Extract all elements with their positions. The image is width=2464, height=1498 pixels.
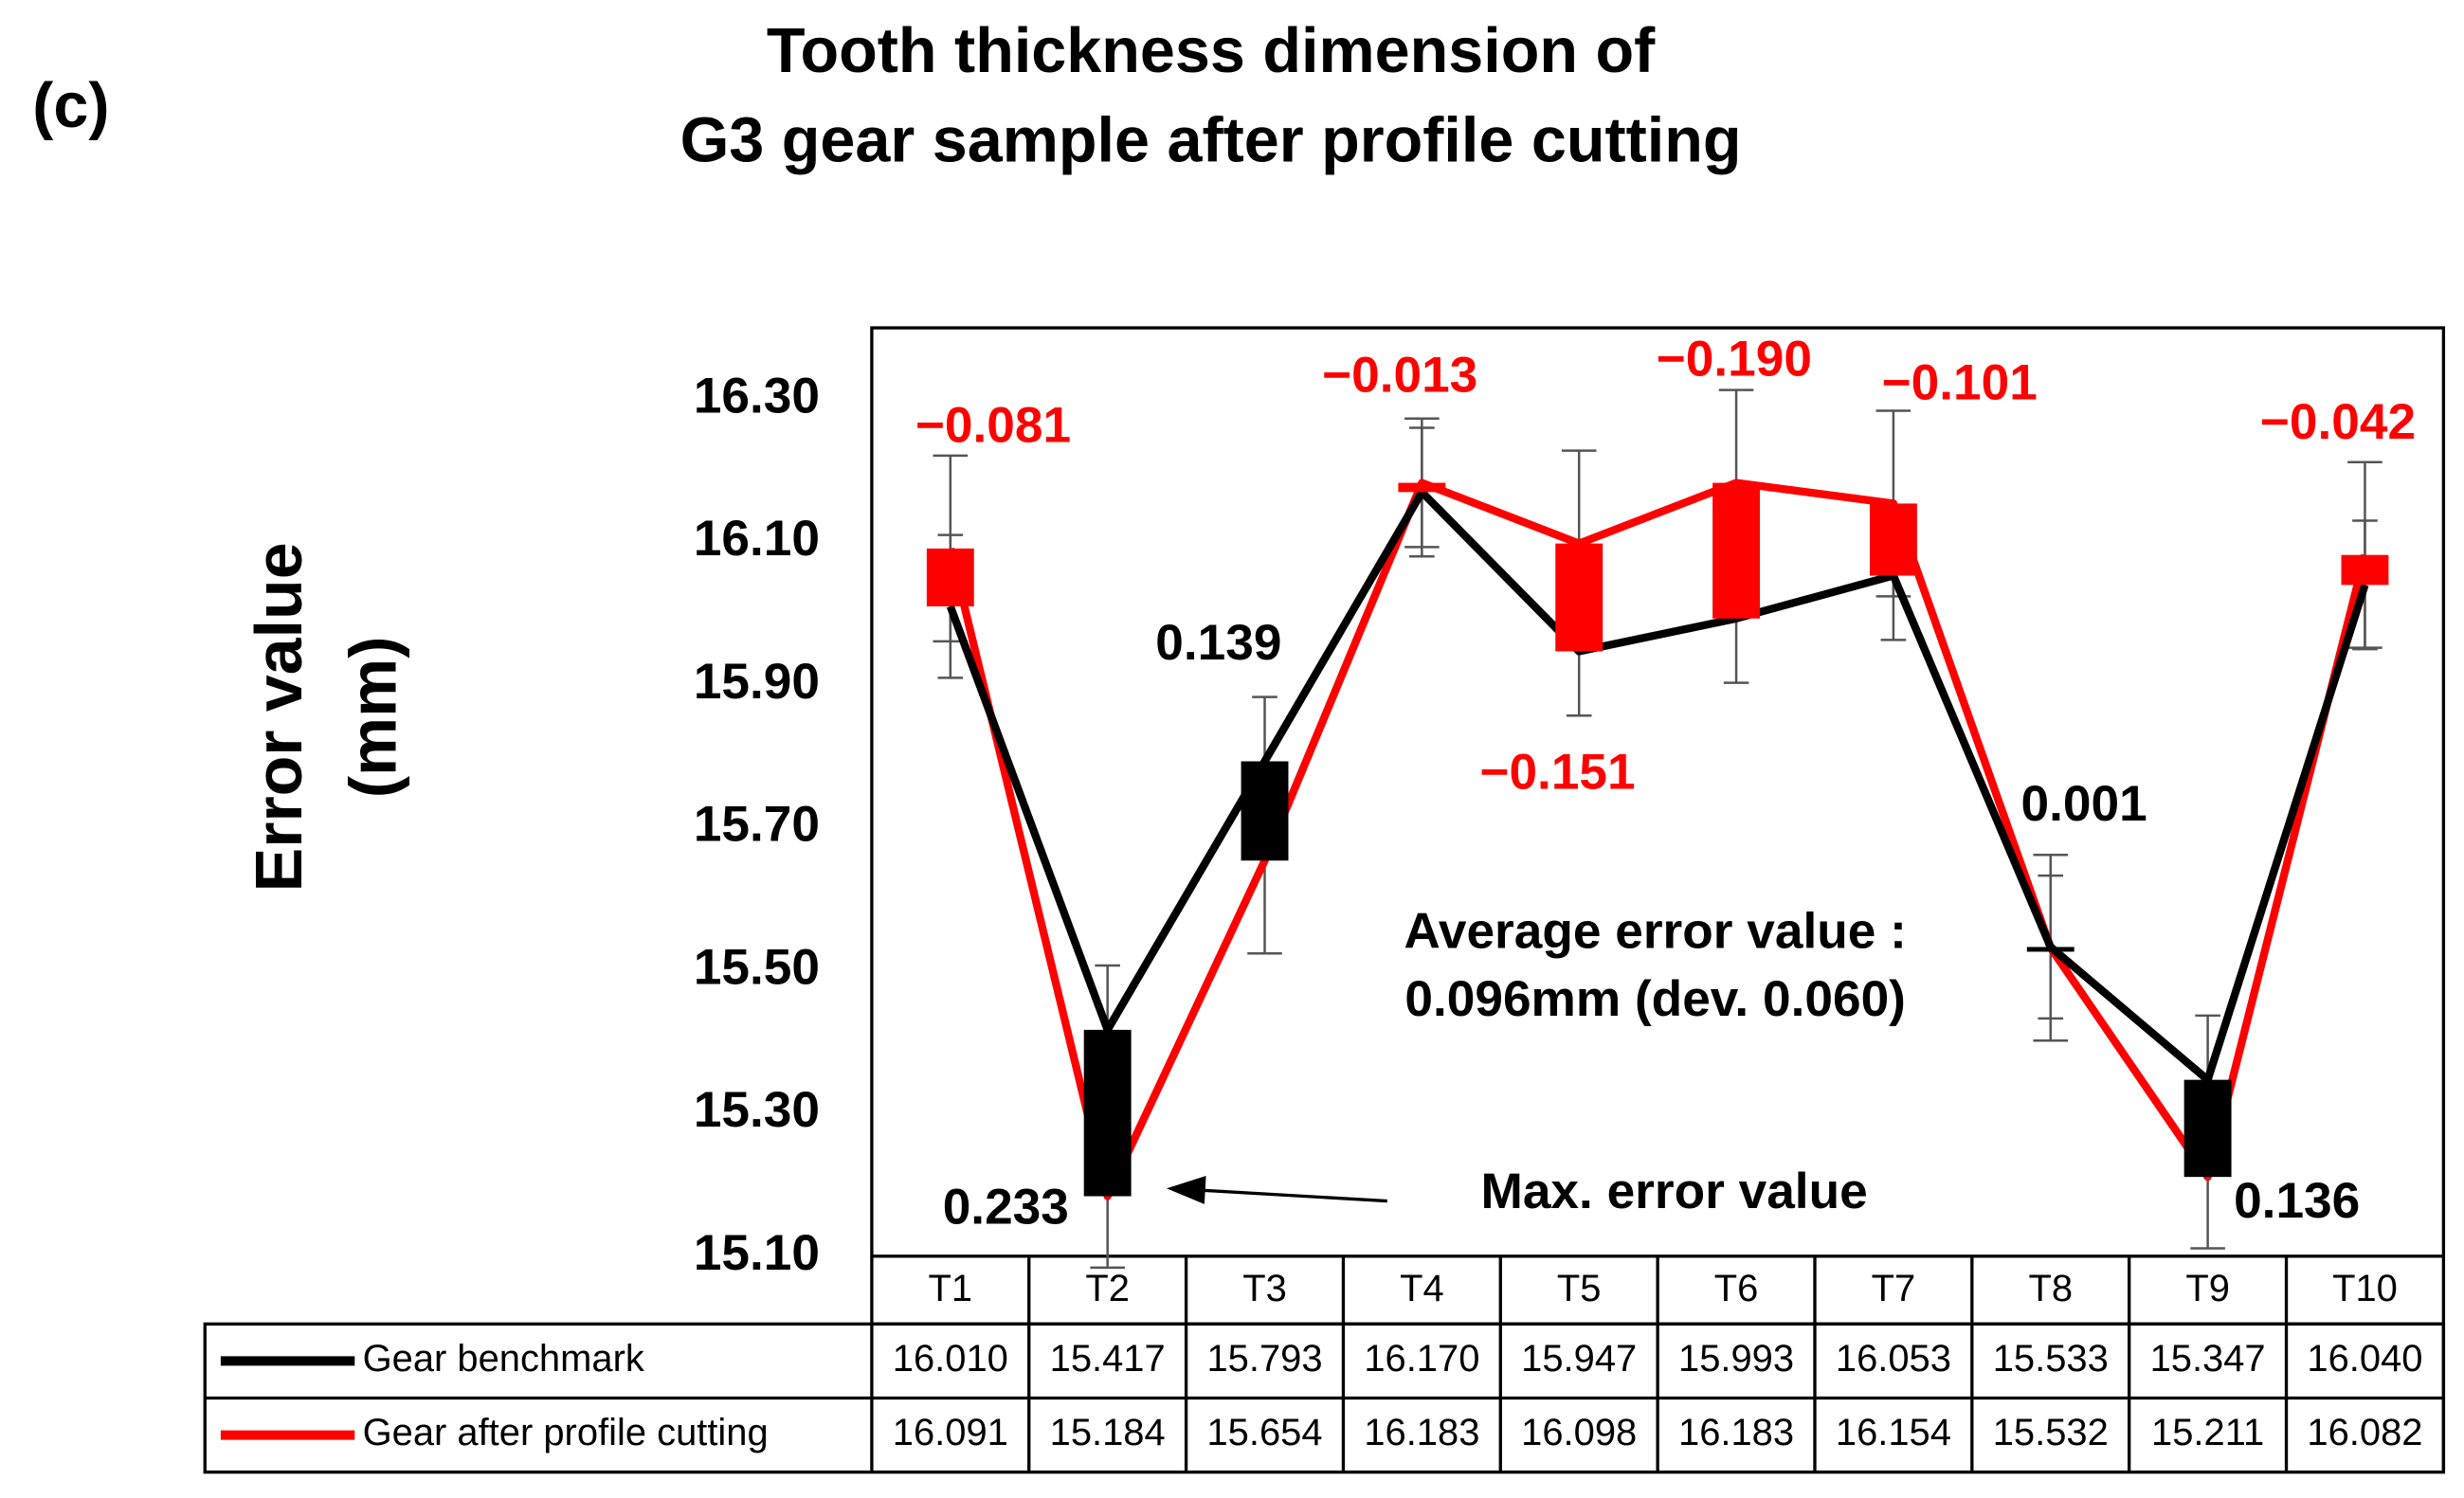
y-tick-label: 16.10 [694,511,820,567]
difference-label: 0.139 [1155,615,1281,671]
table-cell: 15.532 [1993,1412,2109,1453]
y-axis-label: (mm) [336,637,410,799]
x-tick-label: T3 [1242,1268,1287,1309]
difference-box [1398,482,1446,493]
y-tick-label: 15.50 [694,939,820,995]
legend-label: Gear benchmark [363,1338,645,1380]
table-cell: 16.053 [1836,1338,1951,1380]
x-tick-label: T1 [929,1268,973,1309]
table-cell: 16.082 [2307,1412,2422,1453]
x-tick-label: T6 [1714,1268,1759,1309]
difference-label: 0.001 [2021,776,2147,832]
annotation: Average error value : [1404,904,1906,960]
table-cell: 15.184 [1050,1412,1166,1453]
difference-box [1869,503,1917,576]
difference-box [2341,554,2389,586]
table-cell: 15.533 [1993,1338,2109,1380]
difference-box [926,548,974,606]
chart-title: Tooth thickness dimension of [767,16,1656,86]
y-tick-label: 16.30 [694,368,820,424]
y-tick-label: 15.70 [694,797,820,853]
x-tick-label: T7 [1872,1268,1916,1309]
x-tick-label: T8 [2028,1268,2073,1309]
difference-box [2026,947,2074,952]
y-axis-label: Error value [242,542,316,892]
difference-label: 0.233 [943,1180,1069,1236]
table-cell: 16.010 [893,1338,1008,1380]
difference-box [1712,482,1761,619]
table-cell: 15.211 [2151,1412,2264,1453]
difference-label: −0.013 [1322,347,1477,403]
difference-box [2183,1079,2232,1178]
x-tick-label: T5 [1557,1268,1602,1309]
table-cell: 15.417 [1050,1338,1166,1380]
x-tick-label: T4 [1400,1268,1444,1309]
x-tick-label: T9 [2185,1268,2230,1309]
series-line [946,488,2369,1084]
arrow-head [1166,1175,1206,1204]
table-cell: 16.183 [1678,1412,1794,1453]
x-tick-label: T10 [2332,1268,2398,1309]
table-cell: 15.993 [1678,1338,1794,1380]
arrow [1198,1188,1387,1203]
difference-label: −0.151 [1479,745,1635,801]
difference-box [1555,543,1603,652]
table-cell: 15.793 [1206,1338,1322,1380]
table-cell: 16.183 [1364,1412,1479,1453]
difference-label: −0.081 [915,398,1071,454]
difference-box [1241,761,1289,861]
series-line [946,478,2369,1200]
x-tick-label: T2 [1085,1268,1130,1309]
y-tick-label: 15.10 [694,1225,820,1281]
table-cell: 16.091 [893,1412,1008,1453]
table-cell: 16.040 [2307,1338,2422,1380]
table-cell: 15.947 [1521,1338,1637,1380]
difference-label: −0.042 [2260,394,2416,450]
table-cell: 15.347 [2150,1338,2266,1380]
difference-label: 0.136 [2234,1173,2360,1229]
table-cell: 15.654 [1206,1412,1322,1453]
annotation: 0.096mm (dev. 0.060) [1404,971,1906,1027]
panel-label: (c) [32,71,109,141]
difference-box [1083,1029,1132,1197]
table-cell: 16.170 [1364,1338,1479,1380]
y-tick-label: 15.30 [694,1082,820,1138]
difference-label: −0.190 [1657,332,1812,388]
chart-title: G3 gear sample after profile cutting [680,106,1742,176]
legend-label: Gear after profile cutting [363,1412,769,1453]
y-tick-label: 15.90 [694,654,820,710]
annotation: Max. error value [1480,1164,1867,1219]
table-cell: 16.154 [1836,1412,1951,1453]
difference-label: −0.101 [1882,355,2038,411]
table-cell: 16.098 [1521,1412,1637,1453]
